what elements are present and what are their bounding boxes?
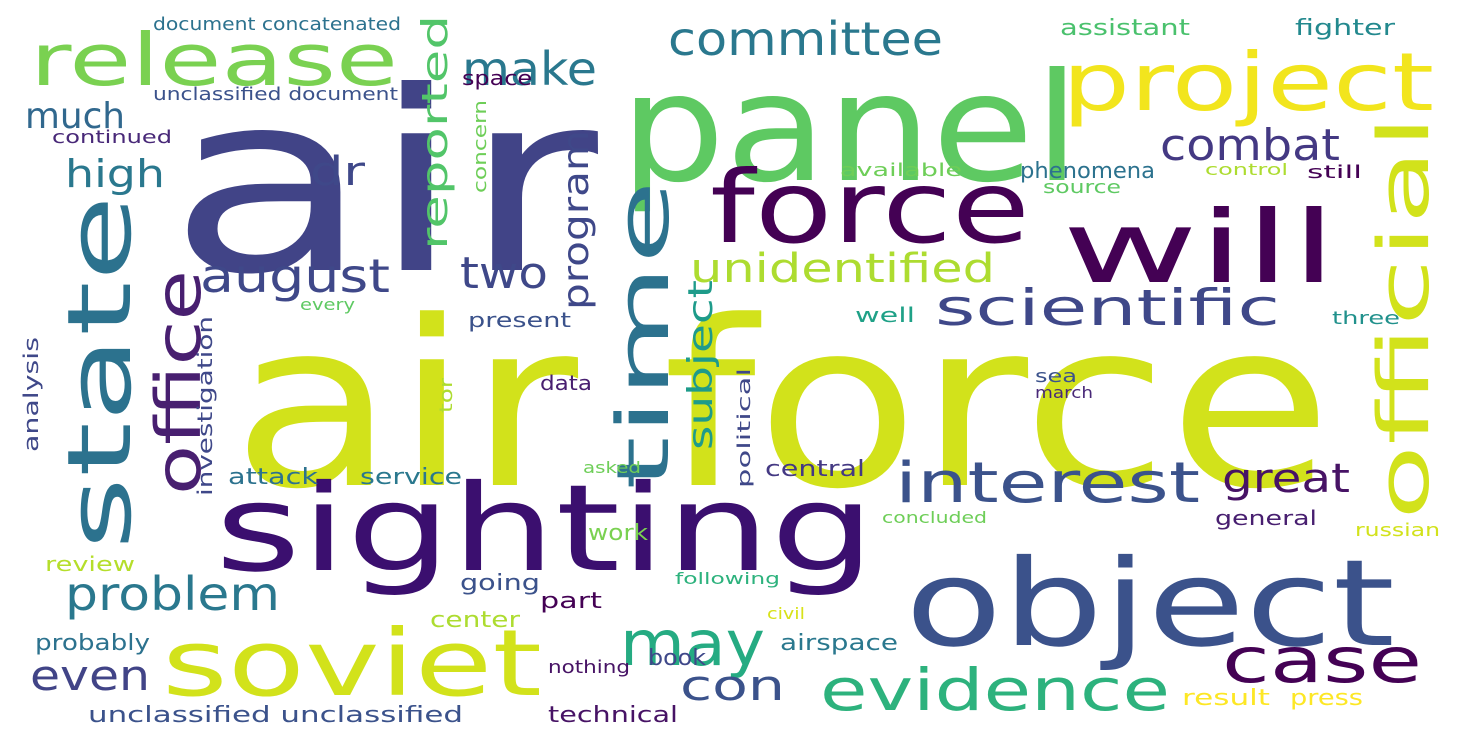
word-official: official	[1363, 115, 1445, 520]
word-assistant: assistant	[1060, 16, 1190, 41]
word-continued: continued	[52, 127, 172, 148]
word-central: central	[765, 457, 865, 482]
word-tor: tor	[436, 377, 457, 413]
word-russian: russian	[1355, 520, 1440, 541]
word-subject: subject	[681, 280, 721, 450]
word-august: august	[200, 249, 390, 303]
word-investigation: investigation	[193, 316, 217, 496]
word-source: source	[1043, 177, 1121, 198]
word-press: press	[1290, 686, 1363, 711]
word-fighter: fighter	[1295, 16, 1396, 41]
word-unclassified-unclassified: unclassified unclassified	[88, 703, 463, 728]
word-document-concatenated: document concatenated	[153, 14, 401, 35]
word-unidentified: unidentified	[690, 246, 995, 292]
word-civil: civil	[767, 604, 805, 623]
word-phenomena: phenomena	[1020, 159, 1155, 184]
word-force: force	[710, 149, 1030, 266]
word-sea: sea	[1035, 366, 1077, 387]
word-state: state	[48, 195, 151, 550]
word-space: space	[462, 66, 532, 90]
word-control: control	[1205, 160, 1288, 179]
word-air-force: air force	[232, 273, 1332, 540]
word-well: well	[855, 303, 915, 327]
word-book: book	[648, 646, 706, 671]
word-soviet: soviet	[162, 610, 542, 717]
word-every: every	[300, 295, 355, 314]
word-con: con	[680, 661, 785, 710]
word-airspace: airspace	[780, 631, 898, 656]
word-going: going	[460, 571, 540, 596]
word-sighting: sighting	[215, 460, 875, 599]
word-nothing: nothing	[548, 657, 630, 678]
word-part: part	[540, 589, 603, 614]
word-service: service	[360, 465, 462, 490]
word-attack: attack	[228, 465, 318, 490]
word-combat: combat	[1160, 120, 1340, 171]
word-dr: dr	[310, 149, 366, 195]
word-release: release	[30, 18, 398, 102]
word-review: review	[45, 552, 135, 576]
word-unclassified-document: unclassified document	[153, 84, 398, 105]
word-data: data	[540, 371, 592, 395]
word-evidence: evidence	[820, 656, 1170, 724]
word-great: great	[1222, 456, 1350, 502]
word-march: march	[1035, 383, 1093, 402]
word-concluded: concluded	[882, 508, 987, 527]
word-two: two	[460, 248, 548, 299]
word-available: available	[840, 160, 962, 181]
word-office: office	[142, 270, 215, 495]
word-time: time	[601, 180, 685, 490]
word-will: will	[1062, 189, 1337, 306]
word-analysis: analysis	[19, 337, 43, 452]
word-even: even	[30, 651, 150, 700]
word-still: still	[1307, 162, 1362, 183]
word-program: program	[556, 130, 597, 310]
word-interest: interest	[895, 451, 1200, 516]
word-concern: concern	[470, 100, 491, 193]
word-project: project	[1062, 36, 1434, 129]
word-three: three	[1332, 308, 1400, 329]
word-political: political	[734, 368, 755, 488]
word-result: result	[1182, 686, 1271, 711]
word-much: much	[25, 96, 125, 137]
word-panel: panel	[620, 42, 1080, 216]
word-technical: technical	[548, 703, 678, 728]
word-may: may	[620, 607, 765, 680]
word-asked: asked	[583, 458, 641, 477]
word-high: high	[65, 152, 165, 196]
word-committee: committee	[668, 12, 943, 66]
word-scientific: scientific	[935, 279, 1280, 337]
word-object: object	[905, 535, 1395, 674]
word-make: make	[462, 42, 597, 96]
word-work: work	[588, 521, 648, 546]
word-general: general	[1215, 506, 1317, 530]
word-air: air	[168, 38, 598, 329]
word-following: following	[675, 569, 780, 588]
word-present: present	[468, 308, 571, 332]
word-problem: problem	[65, 567, 280, 621]
word-probably: probably	[35, 631, 150, 656]
word-reported: reported	[415, 15, 456, 250]
word-center: center	[430, 608, 521, 633]
word-case: case	[1222, 624, 1422, 697]
